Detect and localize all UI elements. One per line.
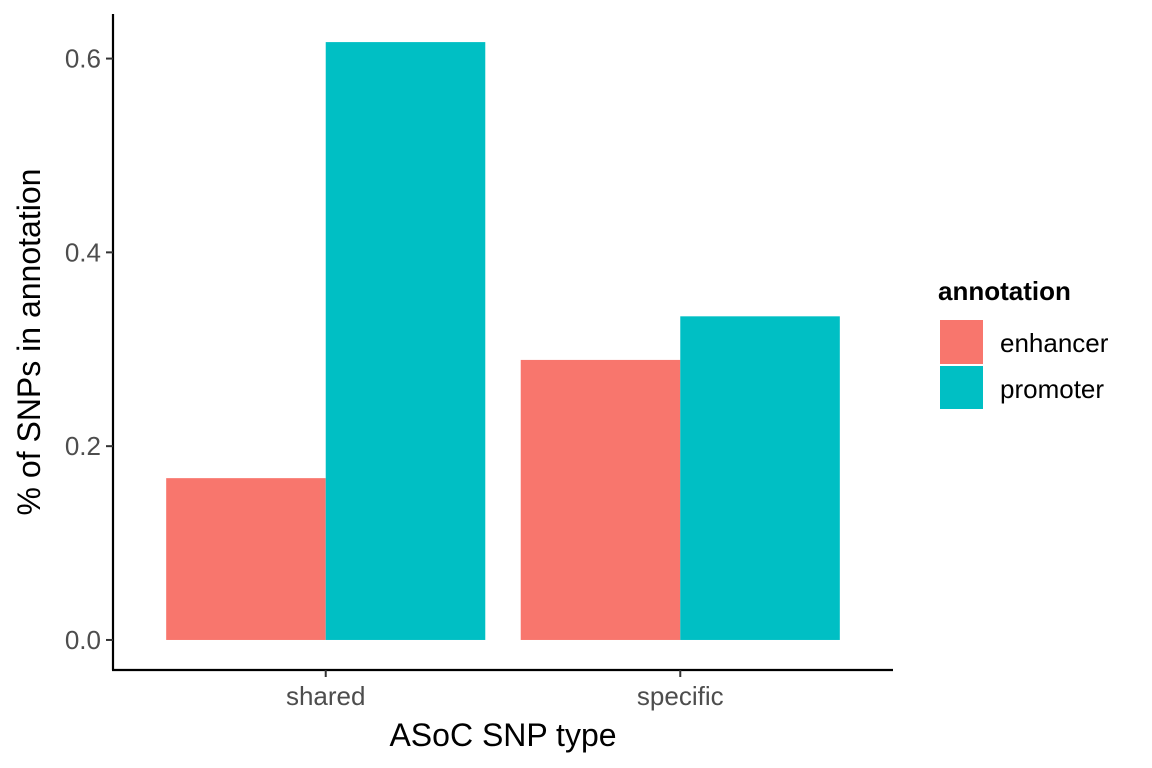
y-axis-title: % of SNPs in annotation — [11, 169, 47, 516]
x-tick-label: specific — [637, 681, 724, 711]
legend-label-enhancer: enhancer — [1000, 328, 1109, 358]
bar-specific-enhancer — [520, 359, 681, 640]
y-ticks: 0.0 0.2 0.4 0.6 — [65, 44, 113, 655]
y-tick-label: 0.4 — [65, 237, 101, 267]
legend-key-enhancer — [940, 320, 983, 364]
y-tick-label: 0.2 — [65, 431, 101, 461]
y-tick-label: 0.0 — [65, 625, 101, 655]
bars-layer — [166, 42, 840, 640]
x-tick-label: shared — [286, 681, 366, 711]
x-axis-title: ASoC SNP type — [389, 717, 616, 753]
legend-title: annotation — [938, 276, 1071, 306]
x-ticks: shared specific — [286, 670, 724, 711]
legend-label-promoter: promoter — [1000, 374, 1104, 404]
legend-key-promoter — [940, 366, 983, 409]
bar-shared-promoter — [325, 42, 486, 640]
y-tick-label: 0.6 — [65, 44, 101, 74]
legend: annotation enhancer promoter — [938, 276, 1109, 409]
bar-shared-enhancer — [166, 478, 326, 640]
bar-specific-promoter — [680, 316, 840, 640]
